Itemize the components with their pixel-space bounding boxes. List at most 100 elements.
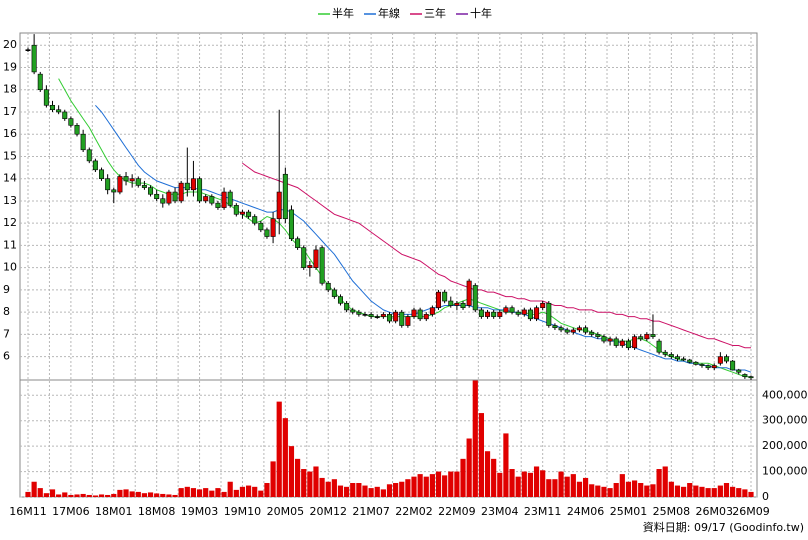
candle-body — [31, 44, 37, 73]
y-tick-label: 16 — [3, 127, 17, 140]
volume-bar — [533, 466, 540, 497]
candle-body — [62, 111, 68, 119]
volume-bar — [344, 486, 350, 497]
candle-body — [141, 185, 147, 188]
volume-bar — [509, 469, 515, 497]
volume-bar — [656, 469, 662, 497]
candle-body — [105, 178, 111, 191]
volume-bar — [209, 490, 215, 497]
y-tick-label: 7 — [3, 327, 10, 340]
volume-bar — [276, 401, 282, 497]
volume-bar — [484, 451, 491, 497]
volume-bar — [399, 481, 405, 497]
candle-body — [650, 334, 656, 337]
volume-bar — [417, 474, 423, 497]
candle-body — [190, 178, 196, 191]
candle-body — [736, 369, 742, 373]
volume-bar — [668, 481, 674, 497]
candle-body — [595, 334, 601, 337]
candle-body — [252, 216, 258, 224]
volume-bar — [748, 491, 754, 497]
candle-body — [558, 327, 564, 331]
y-tick-label: 10 — [3, 261, 17, 274]
volume-bar — [527, 472, 534, 497]
volume-bar — [711, 488, 717, 497]
volume-bar — [80, 493, 86, 497]
candle-body — [99, 169, 105, 179]
candle-body — [448, 300, 454, 306]
candle-body — [478, 309, 484, 317]
volume-bar — [227, 481, 233, 497]
candle-body — [337, 296, 343, 304]
volume-bar — [411, 476, 417, 497]
volume-bar — [466, 438, 472, 497]
candle-body — [344, 302, 350, 311]
candle-body — [625, 340, 631, 349]
volume-bar — [595, 485, 601, 497]
volume-bar — [123, 489, 129, 497]
candle-body — [154, 193, 160, 200]
volume-bar — [638, 483, 644, 497]
volume-bar — [558, 471, 564, 497]
candle-body — [325, 282, 331, 291]
volume-bar — [705, 488, 711, 497]
candle-body — [313, 249, 319, 268]
volume-bar — [264, 483, 270, 497]
candle-body — [129, 178, 135, 182]
volume-bar — [625, 481, 632, 497]
candle-body — [632, 336, 638, 349]
volume-bar — [111, 493, 117, 497]
candle-body — [534, 307, 540, 320]
volume-bar — [613, 483, 619, 497]
candle-body — [503, 307, 509, 313]
candle-body — [723, 356, 729, 362]
volume-bar — [178, 488, 184, 497]
candle-body — [491, 311, 497, 317]
y2-tick-label: 300,000 — [762, 414, 808, 427]
candle-body — [209, 196, 215, 204]
volume-bar — [313, 466, 319, 497]
volume-bar — [589, 484, 595, 497]
volume-bar — [693, 485, 699, 497]
x-tick-label: 20M12 — [309, 505, 347, 518]
volume-bar — [607, 488, 613, 497]
y-tick-label: 8 — [3, 305, 10, 318]
candle-body — [436, 291, 442, 309]
x-tick-label: 23M04 — [481, 505, 519, 518]
volume-bar — [435, 471, 442, 497]
volume-bar — [258, 490, 264, 497]
volume-bar — [282, 418, 288, 497]
y-tick-label: 19 — [3, 60, 17, 73]
volume-bar — [478, 413, 485, 497]
x-tick-label: 26M09 — [732, 505, 770, 518]
volume-bar — [233, 489, 239, 497]
candle-body — [717, 356, 723, 364]
volume-bar — [546, 479, 552, 497]
candle-body — [699, 364, 705, 366]
candle-body — [405, 316, 411, 326]
candle-body — [288, 209, 294, 240]
candle-body — [282, 173, 288, 220]
volume-bar — [429, 474, 435, 497]
volume-bar — [552, 479, 558, 497]
candle-body — [374, 316, 380, 318]
candle-body — [687, 359, 693, 363]
volume-bar — [540, 470, 546, 497]
candle-body — [546, 302, 552, 326]
volume-bar — [301, 469, 307, 497]
candle-body — [693, 361, 699, 365]
x-tick-label: 22M09 — [438, 505, 476, 518]
y-tick-label: 15 — [3, 149, 17, 162]
volume-bar — [576, 481, 583, 497]
x-tick-label: 16M11 — [9, 505, 47, 518]
volume-bar — [221, 491, 227, 497]
x-tick-label: 25M08 — [653, 505, 691, 518]
legend-label: 三年 — [424, 6, 446, 20]
y2-tick-label: 400,000 — [762, 388, 808, 401]
volume-bar — [184, 486, 190, 497]
x-tick-label: 19M03 — [181, 505, 219, 518]
volume-bar — [601, 486, 607, 497]
volume-bar — [270, 461, 276, 497]
candle-body — [270, 218, 276, 237]
